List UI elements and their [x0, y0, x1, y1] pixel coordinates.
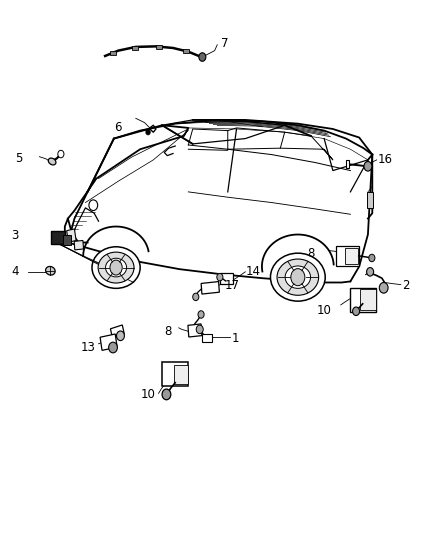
- Text: 2: 2: [402, 279, 409, 292]
- Text: 16: 16: [378, 154, 392, 166]
- Bar: [110, 51, 116, 55]
- Text: 4: 4: [11, 265, 18, 278]
- Circle shape: [162, 389, 171, 400]
- Ellipse shape: [92, 247, 140, 288]
- Text: 10: 10: [141, 388, 155, 401]
- Text: 1: 1: [231, 332, 239, 345]
- Bar: [220, 273, 233, 284]
- Circle shape: [199, 53, 206, 61]
- Bar: [350, 288, 376, 311]
- Bar: [132, 46, 138, 50]
- Circle shape: [291, 269, 305, 286]
- Bar: [100, 334, 117, 350]
- Bar: [360, 289, 376, 310]
- Bar: [74, 240, 84, 250]
- Ellipse shape: [271, 253, 325, 301]
- Bar: [67, 229, 76, 242]
- Circle shape: [217, 273, 223, 281]
- Text: 10: 10: [317, 304, 332, 317]
- Text: 13: 13: [81, 341, 95, 354]
- Bar: [110, 325, 124, 338]
- Ellipse shape: [285, 266, 311, 288]
- Ellipse shape: [98, 252, 134, 283]
- Bar: [346, 160, 349, 168]
- Ellipse shape: [277, 259, 319, 295]
- Circle shape: [379, 282, 388, 293]
- Text: 6: 6: [114, 122, 122, 134]
- Text: 17: 17: [224, 279, 239, 292]
- Ellipse shape: [46, 266, 55, 275]
- Circle shape: [369, 254, 375, 262]
- Text: 5: 5: [15, 152, 23, 165]
- Circle shape: [146, 130, 150, 135]
- Bar: [367, 192, 373, 208]
- Text: 3: 3: [11, 229, 18, 242]
- Bar: [201, 281, 219, 294]
- Circle shape: [109, 342, 117, 353]
- Circle shape: [353, 307, 360, 316]
- Bar: [188, 324, 202, 337]
- Text: 8: 8: [164, 325, 172, 338]
- Bar: [63, 235, 71, 245]
- Circle shape: [193, 293, 199, 301]
- Bar: [336, 246, 359, 266]
- Bar: [174, 365, 188, 384]
- Circle shape: [117, 331, 124, 341]
- Bar: [162, 362, 188, 386]
- Bar: [183, 49, 189, 53]
- Text: 7: 7: [221, 37, 229, 50]
- Bar: [156, 45, 162, 49]
- Circle shape: [58, 150, 64, 158]
- Ellipse shape: [48, 158, 56, 165]
- Circle shape: [89, 200, 98, 211]
- Text: 14: 14: [246, 265, 261, 278]
- Circle shape: [364, 161, 372, 171]
- Bar: [202, 334, 212, 342]
- Circle shape: [367, 268, 374, 276]
- Text: 8: 8: [307, 247, 314, 260]
- Bar: [51, 230, 65, 244]
- Circle shape: [198, 311, 204, 318]
- Bar: [345, 248, 358, 264]
- Circle shape: [196, 325, 203, 334]
- Ellipse shape: [106, 258, 127, 277]
- Circle shape: [110, 260, 122, 275]
